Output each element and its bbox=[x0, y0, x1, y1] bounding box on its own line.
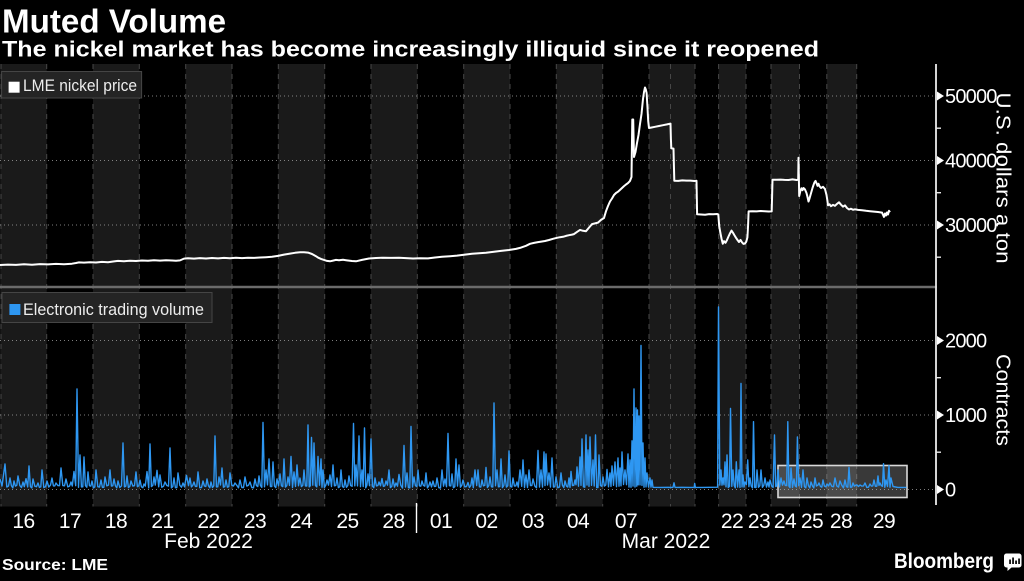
svg-text:Electronic trading volume: Electronic trading volume bbox=[23, 300, 204, 319]
svg-text:22: 22 bbox=[721, 510, 743, 533]
svg-text:LME nickel price: LME nickel price bbox=[23, 76, 137, 95]
svg-text:Contracts: Contracts bbox=[992, 354, 1014, 446]
svg-text:28: 28 bbox=[382, 510, 404, 533]
svg-text:16: 16 bbox=[12, 510, 34, 533]
svg-text:21: 21 bbox=[151, 510, 173, 533]
svg-text:03: 03 bbox=[522, 510, 544, 533]
svg-text:28: 28 bbox=[830, 510, 852, 533]
svg-text:Bloomberg: Bloomberg bbox=[894, 550, 994, 573]
svg-text:23: 23 bbox=[748, 510, 770, 533]
svg-text:02: 02 bbox=[475, 510, 497, 533]
svg-text:1000: 1000 bbox=[945, 405, 987, 427]
svg-text:U.S. dollars a ton: U.S. dollars a ton bbox=[992, 93, 1014, 264]
svg-text:24: 24 bbox=[774, 510, 797, 533]
svg-text:50000: 50000 bbox=[945, 86, 997, 108]
svg-text:0: 0 bbox=[945, 480, 956, 502]
svg-text:22: 22 bbox=[197, 510, 219, 533]
svg-text:30000: 30000 bbox=[945, 215, 997, 237]
svg-text:29: 29 bbox=[873, 510, 895, 533]
svg-text:25: 25 bbox=[801, 510, 823, 533]
svg-text:Mar 2022: Mar 2022 bbox=[622, 530, 711, 553]
svg-text:01: 01 bbox=[430, 510, 452, 533]
svg-text:Source: LME: Source: LME bbox=[2, 557, 108, 574]
svg-text:Feb 2022: Feb 2022 bbox=[164, 530, 253, 553]
svg-text:40000: 40000 bbox=[945, 151, 997, 173]
svg-text:Muted Volume: Muted Volume bbox=[2, 3, 226, 40]
svg-text:17: 17 bbox=[59, 510, 81, 533]
svg-text:18: 18 bbox=[105, 510, 127, 533]
svg-text:24: 24 bbox=[290, 510, 313, 533]
svg-text:2000: 2000 bbox=[945, 331, 987, 353]
svg-text:23: 23 bbox=[244, 510, 266, 533]
svg-text:04: 04 bbox=[567, 510, 590, 533]
svg-text:07: 07 bbox=[615, 510, 637, 533]
svg-text:25: 25 bbox=[336, 510, 358, 533]
svg-text:The nickel market has become i: The nickel market has become increasingl… bbox=[2, 37, 819, 62]
